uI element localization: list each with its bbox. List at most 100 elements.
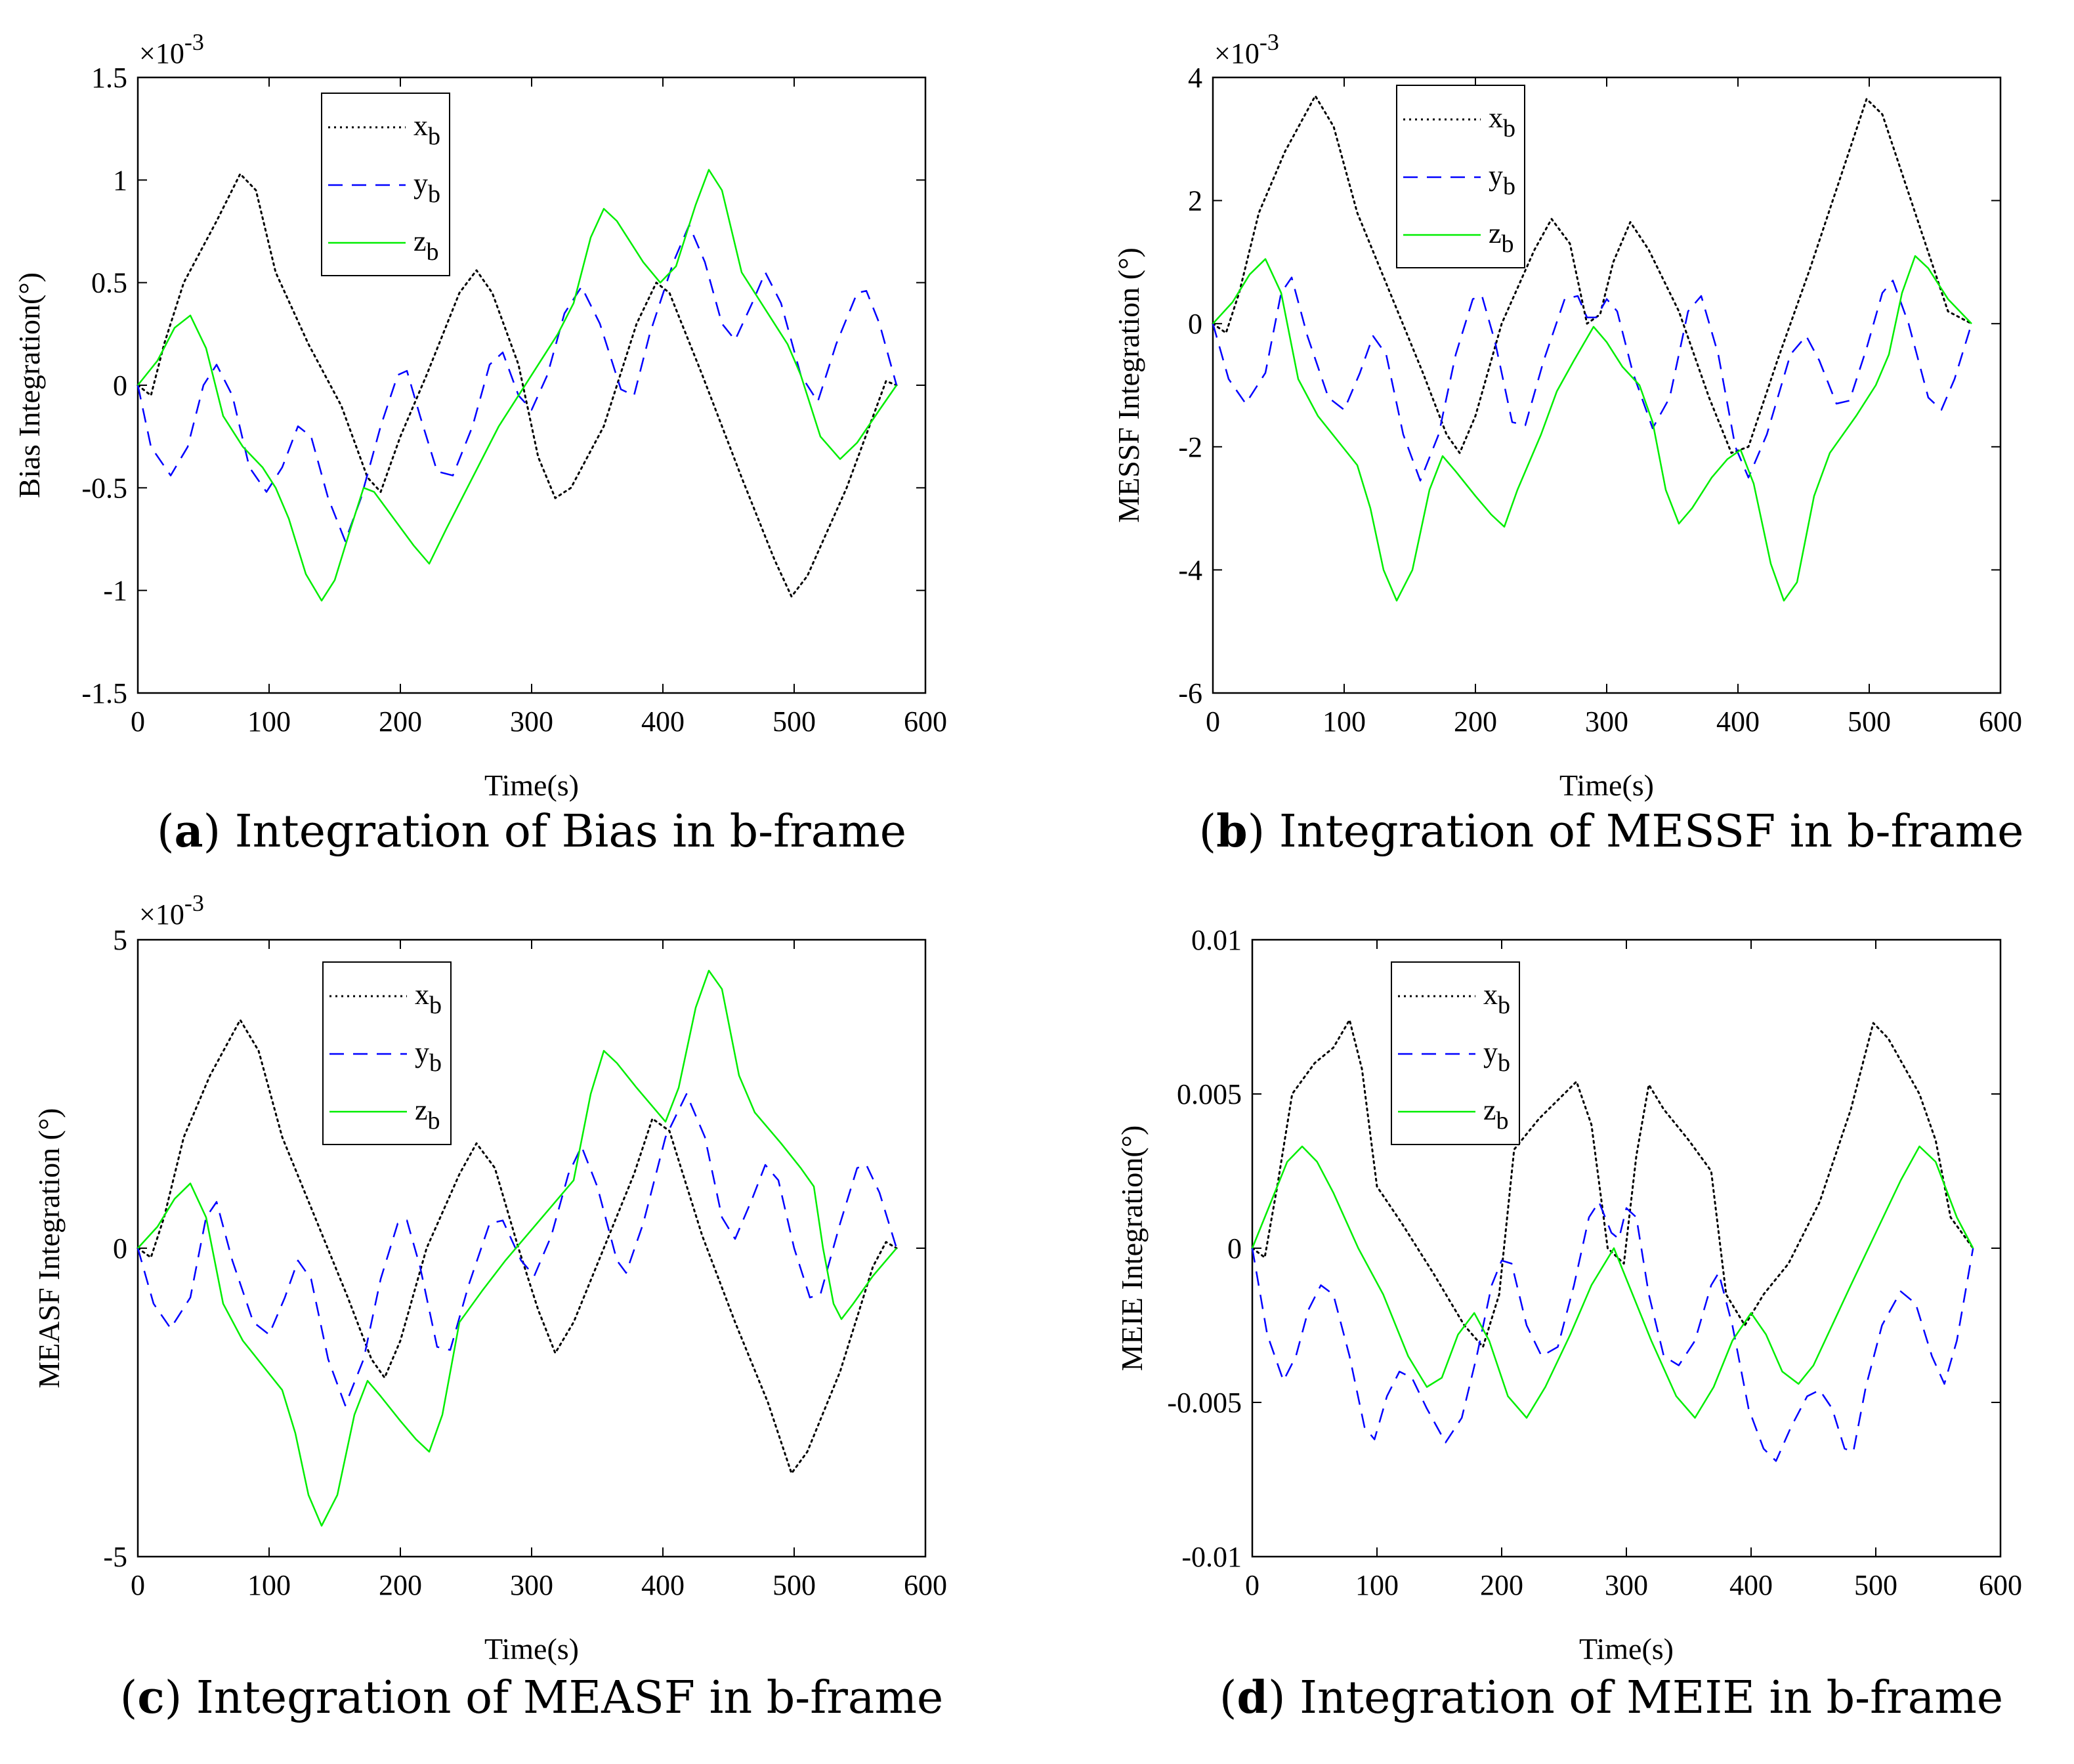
x-tick-label: 600 [1979, 1569, 2022, 1601]
x-tick-label: 100 [247, 1569, 291, 1601]
x-tick-label: 400 [641, 1569, 685, 1601]
y-tick-label: -0.01 [1181, 1541, 1242, 1573]
y-tick-label: 4 [1188, 62, 1202, 94]
x-tick-label: 0 [131, 705, 145, 738]
legend-label-subscript: b [427, 238, 439, 266]
y-tick-label: -2 [1178, 431, 1202, 463]
panel-caption: (a) Integration of Bias in b-frame [157, 805, 906, 858]
series-line-xb [1212, 94, 1973, 454]
x-tick-label: 100 [1323, 705, 1366, 738]
caption-open: ( [1219, 1672, 1237, 1724]
chart-panel-c: 0 100 200 300 400 500 600-505×10-3Time(s)MEASF… [32, 890, 947, 1724]
y-axis-title: MEIE Integration(°) [1115, 1125, 1149, 1372]
caption-open: ( [120, 1672, 138, 1724]
series-line-yb [1212, 276, 1973, 482]
x-tick-label: 0 [1245, 1569, 1259, 1601]
y-tick-label: 0.5 [91, 267, 127, 299]
y-tick-label: 0.01 [1191, 924, 1242, 956]
chart-panel-d: 0 100 200 300 400 500 600 -0.01 -0.005 0 0.005 0.01… [1115, 924, 2022, 1724]
caption-letter: a [175, 805, 203, 858]
x-tick-label: 400 [1729, 1569, 1773, 1601]
legend-label-zb: zb [415, 1094, 440, 1135]
x-tick-label: 600 [1979, 705, 2022, 738]
legend-label-subscript: b [428, 123, 440, 150]
series-line-zb [137, 969, 897, 1527]
legend-label-subscript: b [1503, 115, 1515, 142]
y-tick-label: -0.005 [1167, 1387, 1242, 1419]
plot-area-frame [137, 76, 927, 694]
x-tick-label: 300 [1585, 705, 1628, 738]
exponent-label: ×10-3 [1214, 29, 1279, 70]
y-tick-label: 2 [1188, 185, 1202, 217]
x-axis-title: Time(s) [484, 1632, 579, 1666]
series-line-xb [137, 173, 898, 598]
x-tick-label: 400 [641, 705, 685, 738]
y-tick-label: 0 [1188, 308, 1202, 340]
legend-label-subscript: b [429, 992, 442, 1019]
x-axis-title: Time(s) [1579, 1632, 1674, 1666]
exponent-label: ×10-3 [139, 890, 204, 931]
caption-letter: b [1216, 805, 1248, 858]
x-tick-label: 200 [379, 705, 422, 738]
x-tick-label: 300 [1605, 1569, 1648, 1601]
series-line-xb [137, 1018, 898, 1475]
series-line-zb [137, 169, 898, 602]
caption-letter: d [1237, 1671, 1268, 1724]
x-tick-label: 500 [772, 705, 816, 738]
x-tick-label: 500 [772, 1569, 816, 1601]
x-tick-label: 500 [1854, 1569, 1897, 1601]
x-tick-label: 200 [1454, 705, 1497, 738]
series-line-zb [1251, 1145, 1974, 1419]
x-tick-label: 0 [1206, 705, 1220, 738]
panel-caption: (d) Integration of MEIE in b-frame [1219, 1671, 2003, 1724]
panel-caption: (b) Integration of MESSF in b-frame [1199, 805, 2024, 858]
x-tick-label: 200 [1480, 1569, 1523, 1601]
exponent-power: -3 [184, 29, 204, 55]
x-tick-label: 300 [510, 705, 553, 738]
y-axis-title: MEASF Integration (°) [32, 1108, 66, 1388]
y-tick-label: 0.005 [1177, 1078, 1242, 1110]
x-tick-label: 500 [1848, 705, 1891, 738]
x-tick-label: 600 [904, 705, 947, 738]
exponent-power: -3 [184, 890, 204, 916]
x-axis-title: Time(s) [484, 768, 579, 802]
panel-caption: (c) Integration of MEASF in b-frame [120, 1671, 943, 1724]
x-tick-label: 400 [1716, 705, 1760, 738]
series-line-yb [137, 1093, 898, 1406]
legend-label-subscript: b [1498, 992, 1510, 1019]
y-axis-title: MESSF Integration (°) [1112, 247, 1145, 523]
series-line-xb [1251, 1018, 1974, 1348]
y-tick-label: 1.5 [91, 62, 127, 94]
x-tick-label: 0 [131, 1569, 145, 1601]
x-tick-label: 300 [510, 1569, 553, 1601]
x-tick-label: 600 [904, 1569, 947, 1601]
y-tick-label: 5 [113, 924, 127, 956]
exponent-power: -3 [1259, 29, 1279, 55]
caption-rest: ) Integration of MEIE in b-frame [1268, 1672, 2003, 1724]
legend-label-subscript: b [1496, 1107, 1509, 1135]
x-tick-label: 200 [379, 1569, 422, 1601]
plot-area-frame [1251, 938, 2002, 1558]
series-line-zb [1212, 255, 1972, 602]
y-tick-label: 0 [113, 369, 127, 402]
chart-panel-a: 0 100 200 300 400 500 600 -1.5 -1 -0.5 0 0.5 1 1.5 ×10… [12, 29, 947, 858]
y-tick-label: -1.5 [81, 677, 127, 709]
legend-label-subscript: b [428, 1107, 440, 1135]
exponent-label: ×10-3 [139, 29, 204, 70]
y-tick-label: -1 [103, 575, 127, 607]
caption-rest: ) Integration of Bias in b-frame [203, 806, 906, 858]
legend-label-subscript: b [428, 180, 440, 208]
legend-label-subscript: b [1502, 230, 1514, 258]
y-axis-title: Bias Integration(°) [12, 272, 46, 498]
caption-rest: ) Integration of MESSF in b-frame [1248, 806, 2024, 858]
plot-area-frame [1212, 76, 2002, 694]
legend-label-subscript: b [1503, 173, 1515, 200]
caption-rest: ) Integration of MEASF in b-frame [165, 1672, 943, 1724]
plot-area-frame [137, 938, 927, 1558]
chart-panel-b: 0 100 200 300 400 500 600 -6 -4 -2 0 2 4 ×10-3 Time(s)… [1112, 29, 2023, 858]
caption-letter: c [137, 1671, 164, 1724]
legend-label-subscript: b [429, 1049, 442, 1077]
y-tick-label: 0 [1227, 1232, 1242, 1265]
caption-open: ( [1199, 806, 1217, 858]
